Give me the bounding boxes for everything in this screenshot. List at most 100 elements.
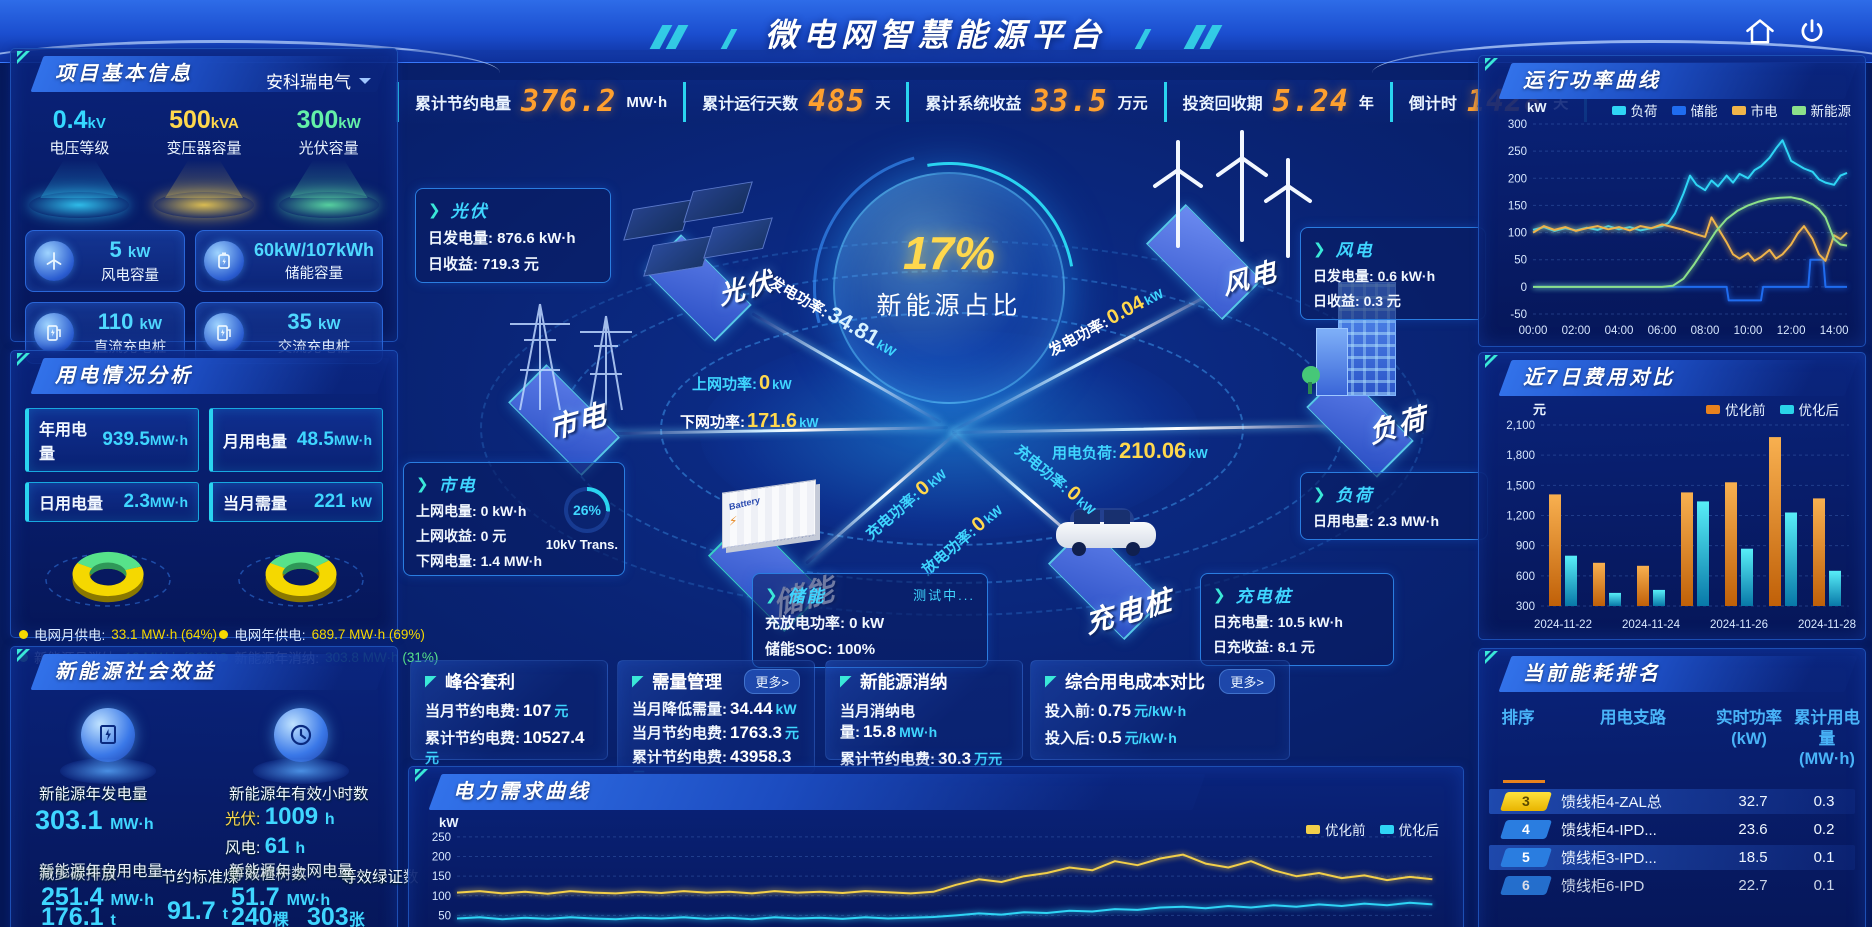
table-row[interactable]: 5 馈线柜3-IPD... 18.5 0.1 <box>1489 844 1855 870</box>
wind-turbine-icon <box>34 241 74 281</box>
chevron-right-icon: ❯ <box>428 201 443 219</box>
export-label: 新能源年上网电量 <box>229 863 354 880</box>
more-button[interactable]: 更多> <box>744 669 800 694</box>
project-info-panel: 项目基本信息 安科瑞电气 0.4kV 电压等级 500kVA 变压器容量 300… <box>10 48 398 364</box>
self-use-value: 251.4 MW·h <box>41 883 155 911</box>
wind-hours: 风电: 61 h <box>225 833 306 858</box>
svg-text:100: 100 <box>432 891 451 903</box>
svg-text:1,800: 1,800 <box>1506 450 1535 462</box>
svg-text:250: 250 <box>1508 146 1527 158</box>
legend-item[interactable]: 优化前 <box>1306 819 1366 839</box>
svg-text:2,100: 2,100 <box>1506 420 1535 432</box>
svg-text:150: 150 <box>432 871 451 883</box>
power-towers-icon <box>510 303 632 411</box>
header-swoosh-left <box>0 40 500 73</box>
carbon-label: 减少碳排放 <box>39 866 117 883</box>
kpi-unit: MW·h <box>626 93 668 111</box>
legend-swatch-icon <box>1306 824 1320 834</box>
rank-badge: 6 <box>1499 875 1553 895</box>
rank-badge: 5 <box>1499 847 1553 867</box>
gauge-label: 10kV Trans. <box>545 537 618 552</box>
kpi-label: 倒计时 <box>1408 96 1457 113</box>
podium-disc-icon <box>278 192 379 218</box>
stat-month-demand: 当月需量 221 kW <box>209 482 383 522</box>
svg-text:10:00: 10:00 <box>1734 325 1763 337</box>
load-info-card: ❯ 负荷 日用电量: 2.3 MW·h <box>1300 472 1488 540</box>
legend-dot-icon <box>219 629 229 639</box>
capacity-podiums: 0.4kV 电压等级 500kVA 变压器容量 300kW 光伏容量 <box>11 92 397 218</box>
svg-text:2024-11-26: 2024-11-26 <box>1710 619 1768 631</box>
transformer-load-gauge: 26% <box>564 487 610 533</box>
legend-swatch-icon <box>1611 105 1626 115</box>
y-axis-unit: kW <box>439 815 459 830</box>
corner-accent-icon <box>415 769 441 795</box>
cost-compare-chart: 2,100 1,800 1,500 1,200 900 600 300 2024-11-22 2… <box>1506 420 1856 631</box>
legend-swatch-icon <box>1706 404 1720 414</box>
dc-charger-icon <box>34 313 74 353</box>
legend-item[interactable]: 优化后 <box>1779 399 1839 419</box>
energy-ranking-panel: 当前能耗排名 排序 用电支路 实时功率 (kW) 累计用电量 (MW·h) 3 馈线… <box>1478 648 1866 927</box>
svg-text:08:00: 08:00 <box>1691 325 1720 337</box>
solar-gen-icon <box>80 708 135 762</box>
company-dropdown[interactable]: 安科瑞电气 <box>266 68 371 93</box>
table-row[interactable]: 6 馈线柜6-IPD 22.7 0.1 <box>1489 873 1855 898</box>
podium-voltage: 0.4kV 电压等级 <box>20 106 138 218</box>
power-icon[interactable] <box>1796 16 1828 48</box>
svg-text:100: 100 <box>1508 228 1527 240</box>
podium-pv: 300kW 光伏容量 <box>270 106 388 218</box>
panel-title: 项目基本信息 <box>55 63 193 85</box>
grid-info-card: ❯ 市电 上网电量: 0 kW·h 上网收益: 0 元 下网电量: 1.4 MW·… <box>403 462 625 576</box>
legend-item[interactable]: 优化后 <box>1379 819 1439 839</box>
kpi-value: 376.2 <box>521 84 617 119</box>
coal-value: 91.7 t <box>167 897 228 925</box>
card-mini-icon <box>840 675 852 688</box>
chevron-right-icon: ❯ <box>1313 485 1328 503</box>
cert-value: 303张 <box>307 903 365 927</box>
kpi-bar: 累计节约电量 376.2 MW·h 累计运行天数 485 天 累计系统收益 33… <box>396 80 1588 124</box>
legend-item[interactable]: 优化前 <box>1706 399 1766 419</box>
legend-swatch-icon <box>1779 404 1794 414</box>
stat-day-usage: 日用电量 2.3MW·h <box>25 482 199 522</box>
gen-energy-label: 新能源年发电量 <box>39 786 148 803</box>
legend-item[interactable]: 储能 <box>1671 100 1718 120</box>
ac-charger-icon <box>203 313 244 353</box>
svg-text:2024-11-24: 2024-11-24 <box>1622 619 1681 631</box>
carbon-value: 176.1 t <box>41 903 116 927</box>
year-supply-donut <box>237 551 364 607</box>
demand-mgmt-card: 需量管理 更多> 当月降低需量: 34.44 kW 当月节约电费: 1763.3 元 累计… <box>617 660 815 785</box>
corner-accent-icon <box>17 353 43 379</box>
corner-accent-icon <box>1485 355 1511 381</box>
legend-swatch-icon <box>1731 105 1746 115</box>
month-supply-donut <box>44 551 171 607</box>
kpi-label: 累计系统收益 <box>925 96 1022 113</box>
y-axis-unit: kW <box>1527 100 1547 115</box>
trees-label: 等效植树数 <box>229 866 307 883</box>
storage-info-card: ❯ 储能 测试中... 充放电功率: 0 kW 储能SOC: 100% <box>752 573 988 668</box>
home-icon[interactable] <box>1744 16 1776 48</box>
legend-item[interactable]: 新能源 <box>1791 100 1851 120</box>
legend-swatch-icon <box>1671 105 1686 115</box>
kpi-unit: 万元 <box>1117 94 1148 112</box>
gen-energy-value: 303.1 MW·h <box>35 805 154 835</box>
svg-text:50: 50 <box>1514 255 1527 267</box>
legend-item[interactable]: 市电 <box>1731 100 1778 120</box>
kpi-revenue: 累计系统收益 33.5 万元 <box>906 82 1163 122</box>
kpi-value: 5.24 <box>1272 84 1349 119</box>
svg-text:300: 300 <box>1508 119 1527 131</box>
more-button[interactable]: 更多> <box>1219 669 1275 694</box>
table-row[interactable]: 4 馈线柜4-IPD... 23.6 0.2 <box>1489 817 1855 842</box>
svg-text:300: 300 <box>1516 601 1535 613</box>
table-row[interactable]: 3 馈线柜4-ZAL总 32.7 0.3 <box>1489 788 1855 814</box>
kpi-value: 33.5 <box>1031 84 1108 119</box>
legend-item[interactable]: 负荷 <box>1611 100 1658 120</box>
cost-compare-legend: 优化前 优化后 <box>1706 399 1839 419</box>
podium-disc-icon <box>29 192 130 218</box>
power-curve-legend: 负荷 储能 市电 新能源 <box>1611 100 1851 120</box>
card-mini-icon <box>632 675 644 688</box>
corner-accent-icon <box>17 649 43 675</box>
svg-text:04:00: 04:00 <box>1605 325 1634 337</box>
y-axis-unit: 元 <box>1533 402 1547 417</box>
kpi-payback: 投资回收期 5.24 年 <box>1163 82 1390 122</box>
demand-curve-panel: 电力需求曲线 优化前 优化后 kW 25020015010050000:0000… <box>408 766 1464 927</box>
